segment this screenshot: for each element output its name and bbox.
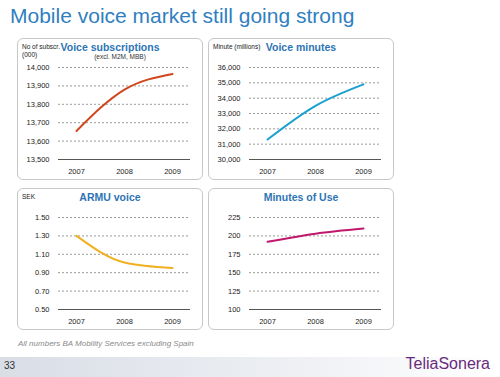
svg-text:1.10: 1.10 (35, 250, 50, 259)
svg-text:2009: 2009 (355, 317, 372, 326)
svg-text:1.50: 1.50 (35, 213, 50, 222)
svg-text:0.50: 0.50 (35, 305, 50, 314)
svg-text:150: 150 (228, 268, 241, 277)
svg-text:225: 225 (228, 213, 241, 222)
html-text:Voice subscriptions: Voice subscriptions (60, 41, 160, 53)
html-text:No of subscr.(000): No of subscr.(000) (22, 43, 60, 58)
svg-text:200: 200 (228, 231, 241, 240)
svg-text:2009: 2009 (164, 167, 181, 176)
svg-text:13,700: 13,700 (27, 118, 50, 127)
html-text:TeliaSonera: TeliaSonera (405, 355, 490, 372)
svg-text:0.90: 0.90 (35, 268, 50, 277)
svg-text:2008: 2008 (307, 317, 324, 326)
svg-text:14,000: 14,000 (27, 63, 50, 72)
svg-text:30,000: 30,000 (218, 155, 241, 164)
html-text:(excl. M2M, MBB): (excl. M2M, MBB) (94, 53, 146, 60)
html-text:Mobile voice market still goin: Mobile voice market still going strong (10, 4, 355, 27)
svg-text:31,000: 31,000 (218, 140, 241, 149)
svg-text:33,000: 33,000 (218, 109, 241, 118)
svg-text:2008: 2008 (307, 167, 324, 176)
svg-text:1.30: 1.30 (35, 231, 50, 240)
html-text:All numbers BA Mobility Servic: All numbers BA Mobility Services excludi… (18, 339, 194, 348)
svg-text:2007: 2007 (68, 167, 85, 176)
svg-text:125: 125 (228, 287, 241, 296)
svg-text:2009: 2009 (164, 317, 181, 326)
svg-text:13,600: 13,600 (27, 137, 50, 146)
svg-text:100: 100 (228, 305, 241, 314)
svg-text:13,800: 13,800 (27, 100, 50, 109)
svg-text:2007: 2007 (259, 317, 276, 326)
svg-text:0.70: 0.70 (35, 287, 50, 296)
svg-text:2008: 2008 (116, 167, 133, 176)
svg-text:2008: 2008 (116, 317, 133, 326)
svg-text:2009: 2009 (355, 167, 372, 176)
svg-text:13,500: 13,500 (27, 155, 50, 164)
html-text:Voice minutes: Voice minutes (265, 41, 337, 53)
html-text:ARMU voice: ARMU voice (79, 191, 141, 203)
html-text:SEK: SEK (22, 193, 35, 200)
svg-text:36,000: 36,000 (218, 63, 241, 72)
svg-text:175: 175 (228, 250, 241, 259)
html-text:33: 33 (4, 360, 16, 371)
svg-text:32,000: 32,000 (218, 124, 241, 133)
html-text:Minute (millions): Minute (millions) (213, 43, 261, 50)
svg-text:34,000: 34,000 (218, 94, 241, 103)
svg-text:13,900: 13,900 (27, 81, 50, 90)
svg-text:35,000: 35,000 (218, 78, 241, 87)
svg-text:2007: 2007 (68, 317, 85, 326)
svg-text:2007: 2007 (259, 167, 276, 176)
html-text:Minutes of Use: Minutes of Use (263, 191, 339, 203)
